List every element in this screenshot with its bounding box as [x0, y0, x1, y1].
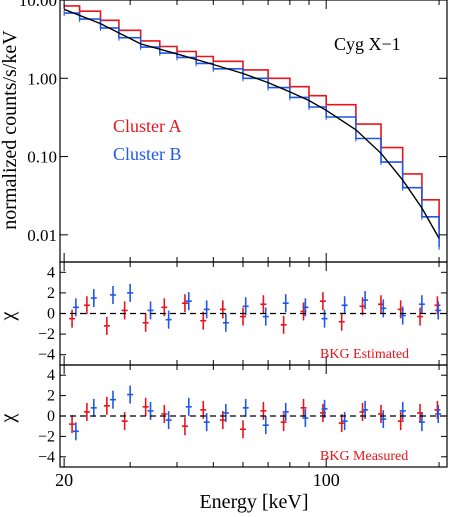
- y-tick-label: 0: [47, 408, 55, 425]
- data-layer: [63, 2, 442, 441]
- y-tick-label: 0: [47, 306, 55, 323]
- x-axis-label: Energy [keV]: [199, 491, 308, 513]
- panel-frame: [59, 364, 448, 468]
- panel-annotation-bkg-estimated: BKG Estimated: [320, 347, 409, 362]
- y-tick-label: 10.00: [19, 0, 57, 10]
- x-tick-label: 20: [55, 470, 73, 490]
- y-tick-label: 2: [47, 285, 55, 302]
- y-axis-label-residuals-measured: χ: [0, 413, 19, 423]
- legend-entry-cluster-a: Cluster A: [113, 116, 182, 136]
- legend-entry-cluster-b: Cluster B: [113, 144, 182, 164]
- panel-annotation-bkg-measured: BKG Measured: [320, 449, 408, 464]
- y-axis-label-residuals-estimated: χ: [0, 311, 19, 321]
- y-tick-label: −2: [38, 326, 55, 343]
- y-tick-label: −2: [38, 428, 55, 445]
- source-annotation: Cyg X−1: [334, 34, 401, 54]
- y-tick-label: −4: [38, 449, 55, 466]
- y-tick-label: 4: [47, 367, 55, 384]
- y-tick-label: 0.10: [27, 148, 57, 167]
- y-tick-label: 0.01: [27, 226, 57, 245]
- y-tick-label: 4: [47, 264, 55, 281]
- axes-layer: [59, 0, 448, 468]
- x-tick-label: 100: [313, 470, 340, 490]
- text-layer: normalized counts/s/keV χ χ Energy [keV]…: [0, 0, 409, 513]
- y-axis-label-spectrum: normalized counts/s/keV: [0, 30, 21, 230]
- model-curve: [63, 8, 440, 239]
- y-tick-label: 1.00: [27, 69, 57, 88]
- y-tick-label: −4: [38, 347, 55, 364]
- y-tick-label: 2: [47, 388, 55, 405]
